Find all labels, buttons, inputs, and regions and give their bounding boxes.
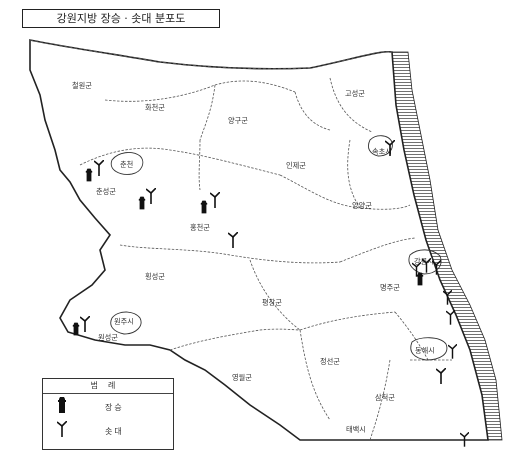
- legend-label: 솟대: [105, 427, 124, 436]
- jangseung-icon: [72, 322, 80, 336]
- jangseung-icon: [58, 397, 66, 413]
- label-hongcheon: 홍천군: [190, 223, 210, 232]
- legend-label: 장승: [105, 403, 124, 412]
- label-yangyang: 양양군: [352, 201, 372, 210]
- legend: 범례 장승 솟대: [42, 378, 174, 450]
- sotdae-icon: [446, 310, 455, 325]
- sotdae-icon: [228, 232, 238, 248]
- sotdae-icon: [57, 421, 67, 437]
- donghae-city-area: [410, 337, 448, 361]
- label-wonju-city: 원주시: [114, 317, 134, 326]
- label-chunseong: 춘성군: [96, 187, 116, 196]
- sotdae-icon: [448, 344, 457, 359]
- jangseung-icon: [138, 196, 146, 210]
- jangseung-icon: [416, 272, 424, 286]
- jangseung-icon: [85, 168, 93, 182]
- east-sea-hatching: [391, 51, 503, 441]
- label-samcheok: 삼척군: [375, 393, 395, 402]
- label-yanggu: 양구군: [228, 116, 248, 125]
- sotdae-icon: [146, 188, 156, 204]
- label-jeongseon: 정선군: [320, 357, 340, 366]
- label-wonseong: 원성군: [98, 333, 118, 342]
- label-pyeongchang: 평창군: [262, 298, 282, 307]
- dmz-line: [29, 39, 393, 70]
- sotdae-icon: [210, 192, 220, 208]
- jangseung-icon: [200, 200, 208, 214]
- label-donghae: 동해시: [415, 346, 435, 355]
- label-hwacheon: 화천군: [145, 103, 165, 112]
- legend-item-sotdae: 솟대: [43, 421, 173, 441]
- legend-item-jangseung: 장승: [43, 397, 173, 417]
- sotdae-icon: [436, 368, 446, 384]
- chuncheon-city-area: [110, 152, 144, 175]
- county-boundaries: [79, 77, 452, 441]
- label-inje: 인제군: [286, 161, 306, 170]
- label-myeongju: 명주군: [380, 283, 400, 292]
- sotdae-icon: [80, 316, 90, 332]
- label-cheorwon: 철원군: [72, 81, 92, 90]
- label-taebaek: 태백시: [346, 425, 366, 434]
- label-yeongwol: 영월군: [232, 373, 252, 382]
- label-hoengseong: 횡성군: [145, 272, 165, 281]
- label-goseong: 고성군: [345, 89, 365, 98]
- gangneung-city-area: [408, 249, 442, 275]
- label-chuncheon-city: 춘천: [120, 160, 133, 169]
- legend-title: 범례: [43, 379, 173, 394]
- map-title: 강원지방 장승 · 솟대 분포도: [22, 9, 220, 28]
- label-sokcho: 속초시: [372, 147, 392, 156]
- wonju-city-area: [110, 311, 142, 335]
- sotdae-icon: [94, 160, 104, 176]
